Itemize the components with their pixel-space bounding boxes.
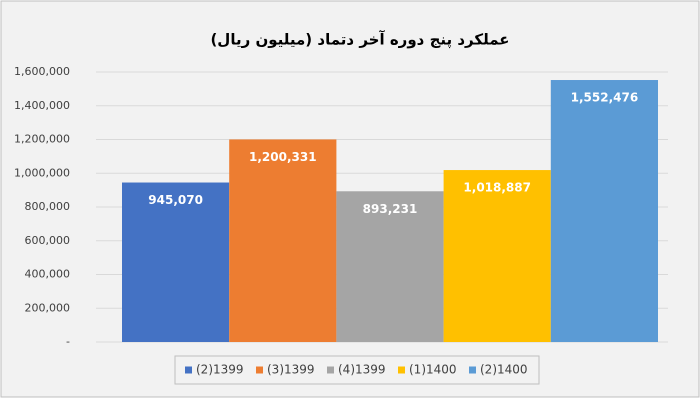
legend-swatch [398, 366, 405, 374]
bar [550, 80, 658, 342]
y-tick-label: 1,200,000 [14, 133, 70, 146]
bar [336, 191, 444, 342]
data-label: 1,552,476 [571, 91, 639, 105]
y-tick-label: 1,000,000 [14, 166, 70, 179]
legend-box [174, 355, 540, 385]
chart-title: عملکرد پنج دوره آخر دتماد (میلیون ریال) [210, 31, 509, 50]
y-tick-label: 200,000 [25, 301, 71, 314]
legend-label: (3)1399 [267, 363, 315, 377]
legend-swatch [327, 366, 334, 374]
data-label: 945,070 [148, 193, 203, 207]
bar [443, 170, 551, 342]
y-tick-label: 1,400,000 [14, 99, 70, 112]
legend-swatch [256, 366, 263, 374]
y-tick-label: 600,000 [25, 234, 71, 247]
bar [122, 182, 230, 342]
legend-label: (2)1400 [480, 363, 528, 377]
data-label: 1,018,887 [463, 181, 531, 195]
legend-label: (2)1399 [196, 363, 244, 377]
y-tick-label: 800,000 [25, 200, 71, 213]
y-tick-label: - [66, 335, 70, 348]
y-tick-label: 400,000 [25, 268, 71, 281]
data-label: 1,200,331 [249, 150, 317, 164]
legend-swatch [185, 366, 192, 374]
data-label: 893,231 [363, 202, 418, 216]
bar [229, 139, 337, 342]
legend-label: (4)1399 [338, 363, 386, 377]
y-tick-label: 1,600,000 [14, 65, 70, 78]
legend-label: (1)1400 [409, 363, 457, 377]
legend-swatch [469, 366, 476, 374]
